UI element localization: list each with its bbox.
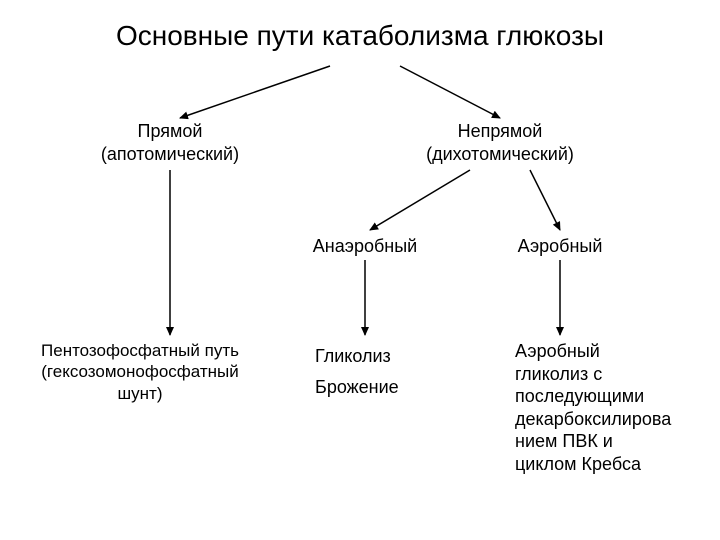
node-glycolysis: Гликолиз Брожение	[315, 345, 465, 398]
node-anaerobic: Анаэробный	[290, 235, 440, 258]
node-direct-line2: (апотомический)	[70, 143, 270, 166]
node-indirect: Непрямой (дихотомический)	[390, 120, 610, 165]
node-aerobic-desc: Аэробный гликолиз с последующими декарбо…	[515, 340, 705, 475]
node-aerobic-desc-line5: нием ПВК и	[515, 430, 705, 453]
node-direct-line1: Прямой	[70, 120, 270, 143]
node-pentose-line1: Пентозофосфатный путь	[15, 340, 265, 361]
node-aerobic-desc-line1: Аэробный	[515, 340, 705, 363]
node-indirect-line2: (дихотомический)	[390, 143, 610, 166]
node-pentose: Пентозофосфатный путь (гексозомонофосфат…	[15, 340, 265, 404]
node-pentose-line3: шунт)	[15, 383, 265, 404]
node-aerobic-desc-line6: циклом Кребса	[515, 453, 705, 476]
node-pentose-line2: (гексозомонофосфатный	[15, 361, 265, 382]
diagram-title: Основные пути катаболизма глюкозы	[0, 18, 720, 53]
node-aerobic: Аэробный	[485, 235, 635, 258]
diagram-canvas: Основные пути катаболизма глюкозы Прямой…	[0, 0, 720, 540]
node-aerobic-desc-line3: последующими	[515, 385, 705, 408]
node-indirect-line1: Непрямой	[390, 120, 610, 143]
spacer	[315, 368, 465, 376]
node-glycolysis-line1: Гликолиз	[315, 345, 465, 368]
node-direct: Прямой (апотомический)	[70, 120, 270, 165]
node-aerobic-desc-line2: гликолиз с	[515, 363, 705, 386]
node-glycolysis-line2: Брожение	[315, 376, 465, 399]
node-aerobic-desc-line4: декарбоксилирова	[515, 408, 705, 431]
